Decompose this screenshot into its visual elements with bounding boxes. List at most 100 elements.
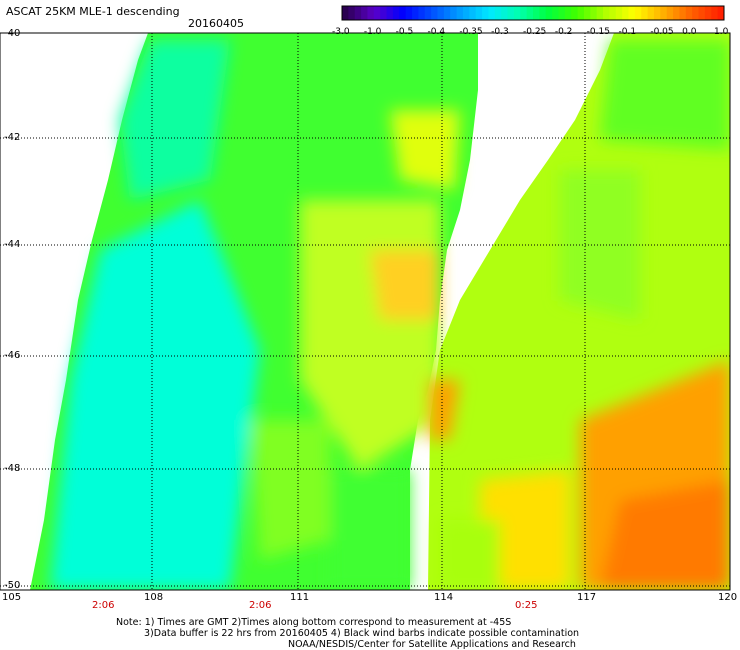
date-label: 20160405 xyxy=(188,17,244,30)
colorbar-segment xyxy=(583,6,591,20)
colorbar-segment xyxy=(462,6,470,20)
colorbar-segment xyxy=(533,6,540,20)
note-line-3: NOAA/NESDIS/Center for Satellite Applica… xyxy=(288,639,576,650)
swath-east-shading xyxy=(430,40,730,590)
colorbar-segment xyxy=(431,6,438,20)
colorbar-tick-label: -0.5 xyxy=(395,27,414,37)
lat-label: -50 xyxy=(4,580,21,591)
colorbar-segment xyxy=(424,6,432,20)
colorbar xyxy=(341,5,725,21)
colorbar-segment xyxy=(641,6,649,20)
colorbar-tick-label: -1.0 xyxy=(363,27,382,37)
colorbar-segment xyxy=(717,6,725,20)
colorbar-segment xyxy=(711,6,719,20)
colorbar-segment xyxy=(494,6,502,20)
colorbar-segment xyxy=(412,6,419,20)
colorbar-segment xyxy=(628,6,636,20)
colorbar-segment xyxy=(367,6,375,20)
lon-label: 105 xyxy=(2,592,22,603)
colorbar-segment xyxy=(571,6,579,20)
colorbar-tick-label: 1.0 xyxy=(714,27,729,37)
colorbar-segment xyxy=(564,6,572,20)
colorbar-segment xyxy=(405,6,413,20)
colorbar-segment xyxy=(513,6,521,20)
colorbar-tick-label: -0.3 xyxy=(491,27,509,37)
colorbar-segment xyxy=(577,6,585,20)
colorbar-segment xyxy=(437,6,445,20)
colorbar-segment xyxy=(545,6,553,20)
colorbar-segment xyxy=(653,6,661,20)
colorbar-segment xyxy=(609,6,617,20)
colorbar-segment xyxy=(539,6,547,20)
colorbar-segment xyxy=(450,6,458,20)
lon-label: 111 xyxy=(290,592,310,603)
colorbar-segment xyxy=(469,6,477,20)
colorbar-segment xyxy=(373,6,381,20)
colorbar-segment xyxy=(558,6,566,20)
plot-frame xyxy=(0,32,731,591)
colorbar-segment xyxy=(590,6,598,20)
colorbar-segment xyxy=(692,6,700,20)
colorbar-tick-label: -0.25 xyxy=(523,27,547,37)
colorbar-segment xyxy=(704,6,712,20)
colorbar-tick-label: -3.0 xyxy=(332,27,350,37)
colorbar-tick-label: -0.15 xyxy=(586,27,610,37)
time-label: 2:06 xyxy=(249,600,272,611)
lat-label: -48 xyxy=(4,463,21,474)
colorbar-segment xyxy=(526,6,534,20)
colorbar-segment xyxy=(634,6,642,20)
lat-label: -44 xyxy=(4,239,21,250)
colorbar-segment xyxy=(418,6,426,20)
colorbar-segment xyxy=(622,6,629,20)
colorbar-segment xyxy=(501,6,509,20)
note-line-1: Note: 1) Times are GMT 2)Times along bot… xyxy=(116,617,512,628)
colorbar-segment xyxy=(456,6,464,20)
colorbar-segment xyxy=(361,6,368,20)
lon-label: 117 xyxy=(577,592,597,603)
colorbar-tick-label: -0.05 xyxy=(650,27,674,37)
footnotes: Note: 1) Times are GMT 2)Times along bot… xyxy=(116,617,579,650)
lat-label: -46 xyxy=(4,350,21,361)
colorbar-segment xyxy=(673,6,680,20)
colorbar-segment xyxy=(507,6,515,20)
colorbar-segment xyxy=(660,6,668,20)
colorbar-segment xyxy=(488,6,496,20)
colorbar-segment xyxy=(380,6,388,20)
lat-label: -42 xyxy=(4,132,21,143)
swath-field xyxy=(30,33,730,590)
colorbar-segment xyxy=(552,6,559,20)
colorbar-segment xyxy=(348,6,356,20)
note-line-2: 3)Data buffer is 22 hrs from 20160405 4)… xyxy=(144,628,580,639)
colorbar-segment xyxy=(475,6,483,20)
colorbar-segment xyxy=(520,6,528,20)
colorbar-segment xyxy=(354,6,362,20)
lon-label: 108 xyxy=(144,592,164,603)
colorbar-segment xyxy=(685,6,693,20)
colorbar-segment xyxy=(679,6,687,20)
colorbar-tick-label: -0.1 xyxy=(618,27,637,37)
colorbar-segment xyxy=(482,6,489,20)
colorbar-segment xyxy=(386,6,394,20)
colorbar-tick-label: -0.2 xyxy=(554,27,573,37)
colorbar-segment xyxy=(342,6,349,20)
lon-label: 114 xyxy=(434,592,454,603)
colorbar-frame xyxy=(341,5,725,21)
colorbar-segment xyxy=(647,6,655,20)
colorbar-tick-label: -0.4 xyxy=(427,27,446,37)
colorbar-segment xyxy=(603,6,610,20)
colorbar-segment xyxy=(443,6,451,20)
time-label: 0:25 xyxy=(515,600,538,611)
colorbar-tick-label: 0.0 xyxy=(682,27,697,37)
colorbar-segment xyxy=(399,6,407,20)
colorbar-segment xyxy=(666,6,674,20)
time-label: 2:06 xyxy=(92,600,115,611)
colorbar-segment xyxy=(698,6,706,20)
colorbar-segment xyxy=(615,6,623,20)
lon-label: 120 xyxy=(718,592,738,603)
colorbar-segment xyxy=(596,6,604,20)
colorbar-tick-label: -0.35 xyxy=(459,27,483,37)
page-title: ASCAT 25KM MLE-1 descending xyxy=(6,5,180,18)
colorbar-segment xyxy=(392,6,400,20)
lat-label: -40 xyxy=(4,28,21,39)
